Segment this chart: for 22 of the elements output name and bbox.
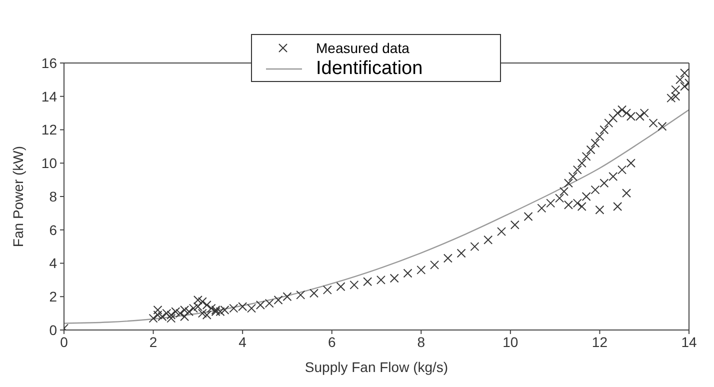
legend-label: Measured data [316, 40, 410, 56]
y-tick-label: 0 [49, 322, 58, 338]
x-tick-label: 0 [60, 334, 68, 350]
x-tick-label: 4 [238, 334, 247, 350]
y-tick-label: 2 [49, 288, 58, 305]
y-tick-label: 6 [49, 222, 58, 238]
line-series [64, 109, 689, 324]
legend-label: Identification [316, 58, 423, 80]
x-tick-label: 12 [592, 334, 608, 350]
x-tick-label: 2 [149, 334, 158, 350]
y-tick-label: 12 [41, 122, 58, 138]
y-tick-label: 8 [49, 188, 58, 204]
y-tick-label: 4 [49, 255, 58, 272]
y-axis-title: Fan Power (kW) [10, 146, 26, 248]
x-tick-label: 6 [328, 334, 336, 350]
x-tick-label: 14 [681, 334, 697, 350]
x-tick-label: 8 [417, 334, 426, 350]
y-tick-label: 16 [41, 54, 58, 71]
y-tick-label: 14 [41, 88, 58, 104]
y-tick-label: 10 [41, 155, 58, 172]
x-tick-label: 10 [502, 334, 518, 350]
x-axis-title: Supply Fan Flow (kg/s) [304, 359, 448, 375]
